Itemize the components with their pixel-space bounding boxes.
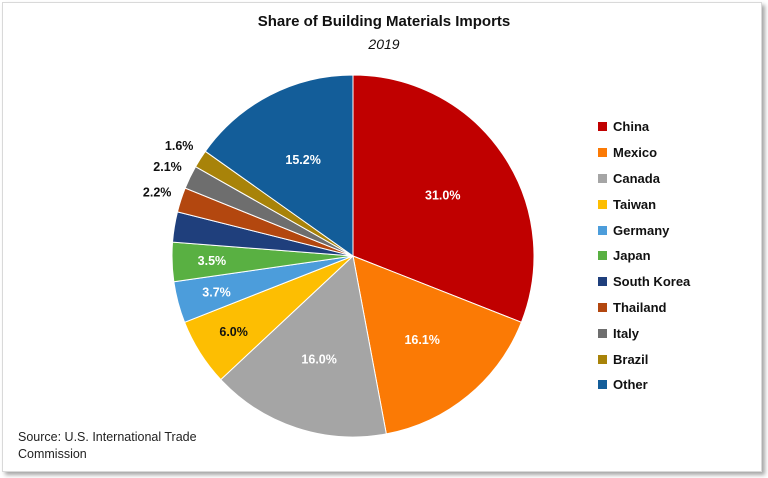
legend-swatch — [598, 148, 607, 158]
legend-swatch — [598, 328, 607, 338]
data-label-canada: 16.0% — [301, 353, 336, 367]
legend-item-other: Other — [598, 372, 690, 398]
chart-source: Source: U.S. International Trade Commiss… — [18, 430, 197, 461]
data-label-south-korea: 2.7% — [135, 216, 164, 230]
legend-item-south-korea: South Korea — [598, 269, 690, 295]
pie-slice-china — [352, 74, 535, 323]
legend-swatch — [598, 380, 607, 390]
legend-label: Other — [613, 377, 648, 393]
chart-legend: China Mexico Canada Taiwan Germany Japan South… — [598, 114, 690, 398]
legend-label: South Korea — [613, 274, 691, 290]
legend-item-mexico: Mexico — [598, 140, 690, 166]
legend-item-germany: Germany — [598, 217, 690, 243]
legend-label: Germany — [613, 222, 670, 238]
data-label-other: 15.2% — [285, 153, 320, 167]
legend-label: Japan — [613, 248, 651, 264]
data-label-italy: 2.1% — [153, 160, 182, 174]
legend-swatch — [598, 122, 607, 132]
legend-label: Taiwan — [613, 196, 657, 212]
legend-swatch — [598, 302, 607, 312]
legend-label: Mexico — [613, 145, 658, 161]
data-label-thailand: 2.2% — [143, 186, 172, 200]
legend-swatch — [598, 225, 607, 235]
data-label-taiwan: 6.0% — [219, 325, 248, 339]
legend-label: Thailand — [613, 299, 667, 315]
data-label-mexico: 16.1% — [404, 333, 439, 347]
legend-swatch — [598, 251, 607, 261]
legend-item-thailand: Thailand — [598, 295, 690, 321]
legend-item-taiwan: Taiwan — [598, 191, 690, 217]
legend-swatch — [598, 199, 607, 209]
data-label-japan: 3.5% — [198, 254, 227, 268]
pie-slice-other — [204, 74, 354, 257]
data-label-china: 31.0% — [425, 188, 460, 202]
chart-title: Share of Building Materials Imports — [257, 13, 511, 30]
data-label-brazil: 1.6% — [165, 139, 194, 153]
legend-swatch — [598, 354, 607, 364]
legend-item-italy: Italy — [598, 320, 690, 346]
legend-swatch — [598, 173, 607, 183]
legend-item-china: China — [598, 114, 690, 140]
legend-label: Canada — [613, 170, 660, 186]
legend-label: Brazil — [613, 351, 649, 367]
legend-swatch — [598, 277, 607, 287]
chart-subtitle: 2019 — [368, 36, 400, 52]
legend-item-canada: Canada — [598, 166, 690, 192]
legend-label: China — [613, 119, 650, 135]
legend-label: Italy — [613, 325, 640, 341]
pie-slice-canada — [220, 255, 387, 438]
pie-slice-mexico — [352, 255, 523, 435]
legend-item-japan: Japan — [598, 243, 690, 269]
data-label-germany: 3.7% — [202, 286, 231, 300]
legend-item-brazil: Brazil — [598, 346, 690, 372]
